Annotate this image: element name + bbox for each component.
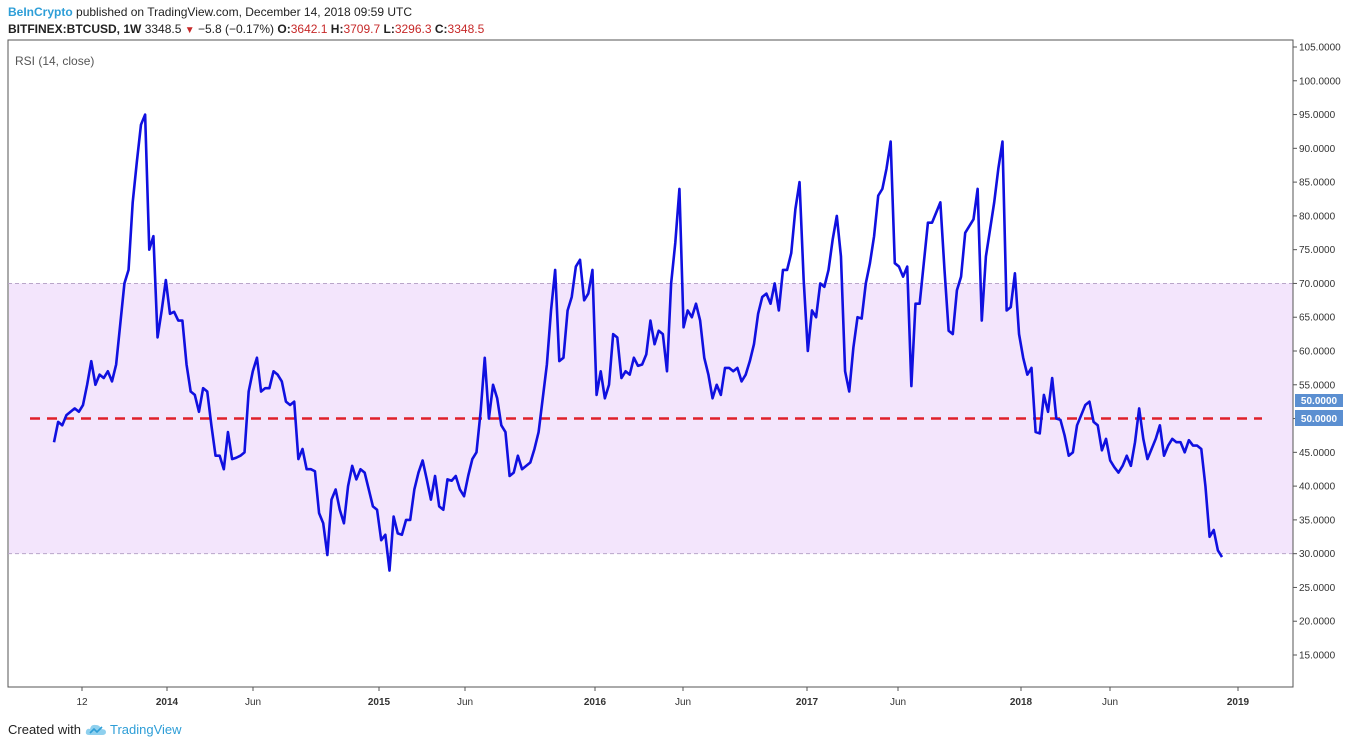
y-tick-label: 70.0000	[1299, 279, 1336, 290]
y-tick-label: 45.0000	[1299, 448, 1336, 459]
open-value: 3642.1	[290, 22, 328, 36]
y-tick-label: 40.0000	[1299, 482, 1336, 493]
high-value: 3709.7	[343, 22, 381, 36]
y-tick-label: 25.0000	[1299, 583, 1336, 594]
x-tick-label: Jun	[1102, 697, 1118, 708]
rsi-chart[interactable]: 105.0000 100.0000 95.0000 90.0000 85.0000 80.…	[0, 0, 1356, 720]
x-tick-label: Jun	[457, 697, 473, 708]
indicator-label: RSI (14, close)	[15, 54, 94, 68]
y-tick-label: 30.0000	[1299, 549, 1336, 560]
x-tick-label: Jun	[890, 697, 906, 708]
publish-line: BeInCrypto published on TradingView.com,…	[8, 4, 484, 21]
chart-header: BeInCrypto published on TradingView.com,…	[8, 4, 484, 39]
price-tag-lower-text: 50.0000	[1301, 414, 1338, 425]
symbol-line: BITFINEX:BTCUSD, 1W 3348.5 ▼ −5.8 (−0.17…	[8, 21, 484, 39]
x-tick-label: 2014	[156, 697, 179, 708]
x-tick-label: 2017	[796, 697, 819, 708]
y-tick-label: 15.0000	[1299, 651, 1336, 662]
y-tick-label: 60.0000	[1299, 347, 1336, 358]
symbol-label: BITFINEX:BTCUSD, 1W	[8, 22, 142, 36]
x-tick-label: 2016	[584, 697, 607, 708]
y-tick-label: 80.0000	[1299, 211, 1336, 222]
created-with-label: Created with	[8, 722, 81, 737]
close-value: 3348.5	[447, 22, 485, 36]
y-tick-label: 105.0000	[1299, 43, 1341, 54]
y-axis-ticks: 105.0000 100.0000 95.0000 90.0000 85.0000 80.…	[1293, 43, 1341, 662]
tradingview-logo[interactable]: TradingView	[85, 722, 182, 737]
down-arrow-icon: ▼	[184, 25, 195, 36]
tradingview-cloud-icon	[85, 724, 106, 735]
close-label: C:	[434, 22, 448, 36]
rsi-series-line	[52, 113, 1224, 572]
tradingview-label: TradingView	[109, 722, 182, 737]
y-tick-label: 20.0000	[1299, 617, 1336, 628]
x-tick-label: Jun	[245, 697, 261, 708]
y-tick-label: 90.0000	[1299, 144, 1336, 155]
price-tag-lower: 50.0000	[1295, 410, 1343, 426]
y-tick-label: 35.0000	[1299, 515, 1336, 526]
price-tag-upper-text: 50.0000	[1301, 396, 1338, 407]
price-tag-upper: 50.0000	[1295, 394, 1343, 407]
low-value: 3296.3	[394, 22, 432, 36]
publish-info: published on TradingView.com, December 1…	[76, 5, 412, 19]
x-axis-ticks: 12 2014 Jun 2015 Jun 2016 Jun 2017 Jun 2018 Jun 201…	[76, 687, 1250, 708]
y-tick-label: 75.0000	[1299, 245, 1336, 256]
y-tick-label: 85.0000	[1299, 178, 1336, 189]
x-tick-label: 2019	[1227, 697, 1250, 708]
publisher-name[interactable]: BeInCrypto	[8, 5, 73, 19]
y-tick-label: 100.0000	[1299, 76, 1341, 87]
price-change: −5.8 (−0.17%)	[197, 22, 275, 36]
y-tick-label: 65.0000	[1299, 313, 1336, 324]
high-label: H:	[330, 22, 344, 36]
x-tick-label: 2015	[368, 697, 391, 708]
x-tick-label: Jun	[675, 697, 691, 708]
last-price: 3348.5	[144, 22, 182, 36]
footer: Created with TradingView	[8, 722, 182, 737]
low-label: L:	[383, 22, 395, 36]
x-tick-label: 2018	[1010, 697, 1033, 708]
x-tick-label: 12	[76, 697, 88, 708]
open-label: O:	[277, 22, 291, 36]
y-tick-label: 95.0000	[1299, 110, 1336, 121]
y-tick-label: 55.0000	[1299, 380, 1336, 391]
